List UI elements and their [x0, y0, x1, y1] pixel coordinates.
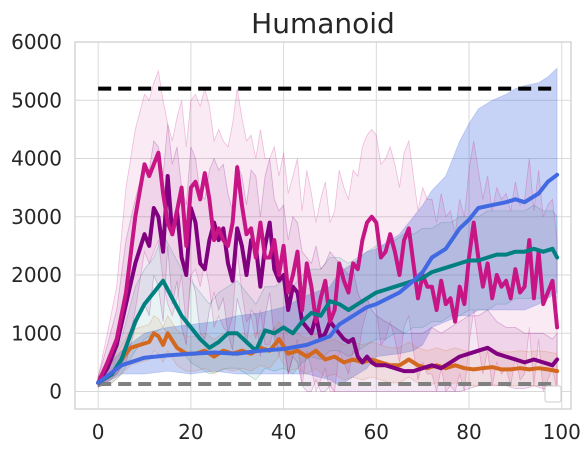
series-2-line	[96, 150, 560, 385]
x-tick-label: 40	[271, 420, 296, 444]
y-tick-label: 1000	[11, 321, 62, 345]
y-tick-label: 3000	[11, 205, 62, 229]
y-tick-label: 6000	[11, 30, 62, 54]
legend-box	[544, 385, 562, 403]
series-line-layer	[96, 150, 560, 385]
y-tick-label: 0	[49, 380, 62, 404]
x-tick-label: 0	[92, 420, 105, 444]
x-tick-label: 100	[543, 420, 581, 444]
x-tick-label: 20	[178, 420, 203, 444]
series-4-line	[96, 331, 560, 385]
series-3-line	[96, 174, 560, 385]
series-1-line	[96, 246, 560, 385]
reference-line-layer	[98, 86, 558, 386]
y-tick-label: 5000	[11, 88, 62, 112]
series-0-line	[96, 172, 560, 385]
band-layer	[97, 67, 558, 393]
chart-title: Humanoid	[251, 7, 395, 40]
x-tick-label: 80	[456, 420, 481, 444]
plot-frame	[74, 41, 572, 410]
x-tick-label: 60	[364, 420, 389, 444]
series-0-band	[97, 67, 558, 388]
y-tick-label: 2000	[11, 263, 62, 287]
y-tick-label: 4000	[11, 147, 62, 171]
